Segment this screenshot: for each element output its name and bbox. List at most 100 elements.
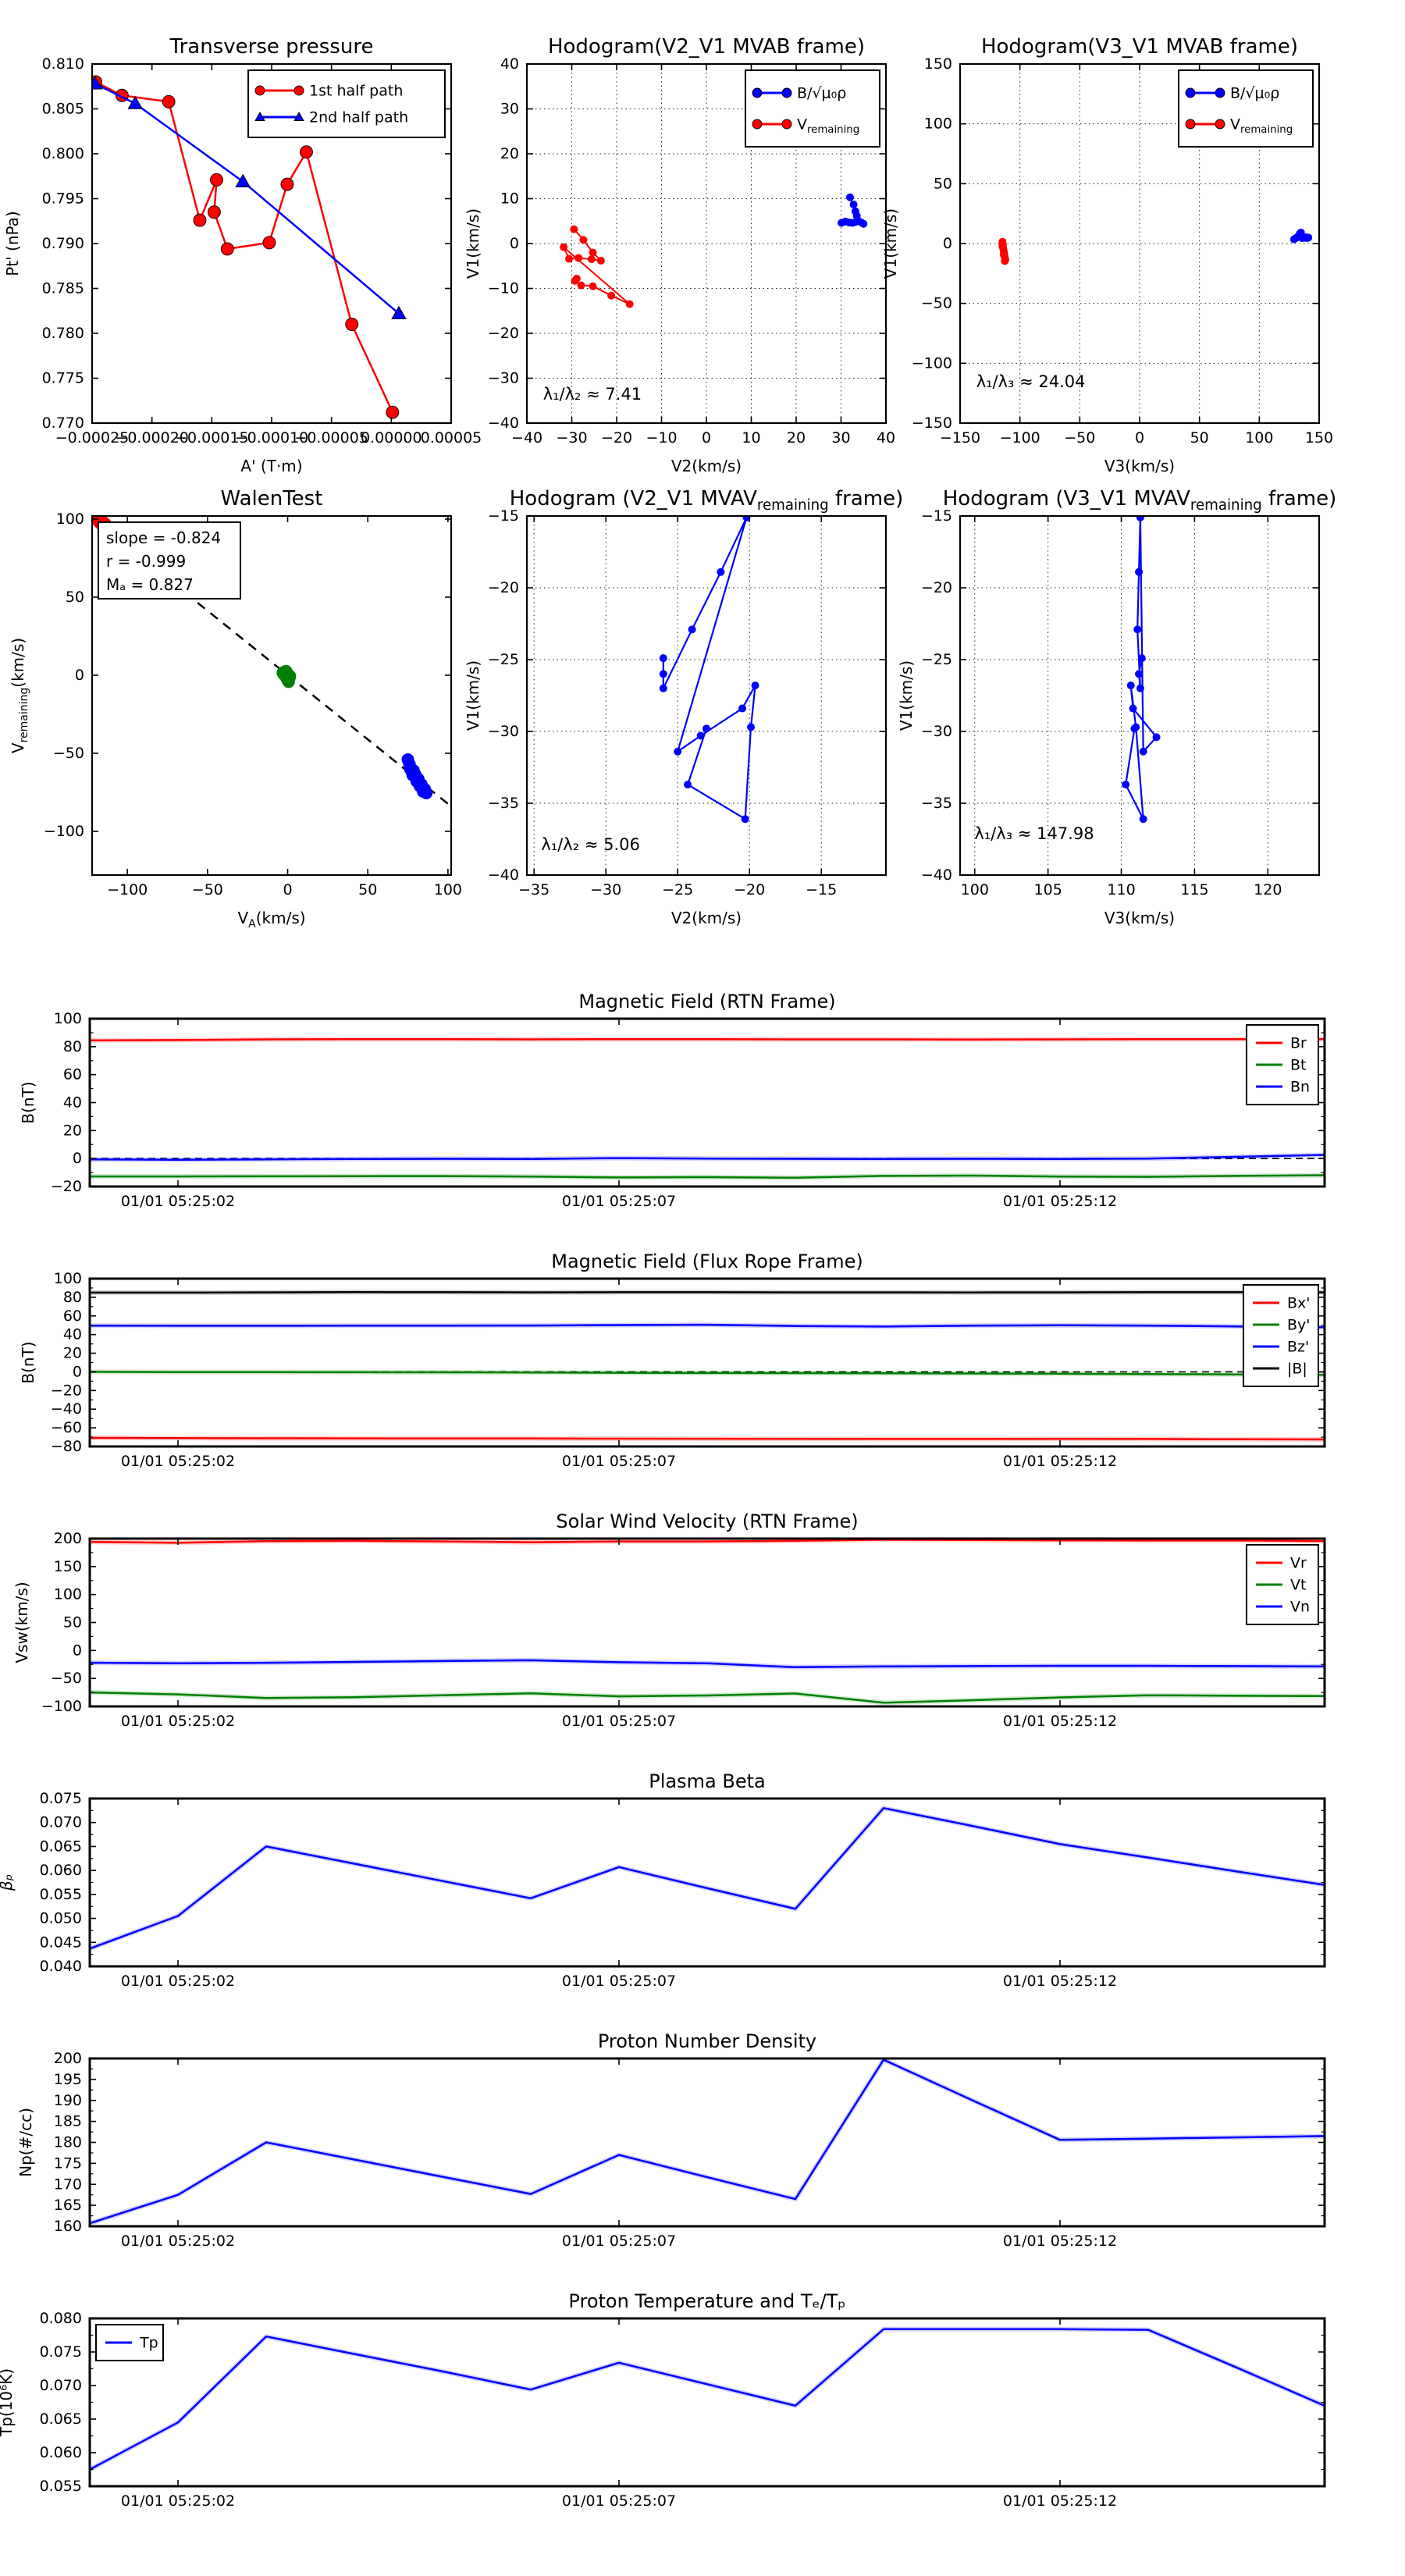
ticks: 01/01 05:25:02 01/01 05:25:07 01/01 05:25:…: [54, 2050, 1325, 2250]
plot-plasma-beta: 01/01 05:25:02 01/01 05:25:07 01/01 05:25:…: [0, 1770, 1326, 1990]
series-group: [998, 228, 1313, 265]
y-tick-label: 0: [73, 1363, 82, 1380]
x-axis-label: V3(km/s): [1104, 909, 1175, 927]
marker-circle: [781, 87, 792, 98]
x-tick-label: −15: [806, 881, 837, 898]
y-tick-label: −25: [921, 651, 952, 668]
marker-circle: [751, 681, 759, 690]
marker-circle: [1139, 815, 1147, 824]
y-tick-label: −40: [51, 1400, 82, 1418]
series-group: [90, 1539, 1325, 1706]
ticks: 01/01 05:25:02 01/01 05:25:07 01/01 05:25:…: [51, 1010, 1325, 1210]
x-tick-label: 01/01 05:25:02: [121, 1193, 235, 1210]
marker-circle: [1185, 119, 1196, 130]
y-axis-label: Pt' (nPa): [3, 211, 22, 276]
marker-circle: [1185, 87, 1196, 98]
x-tick-label: −0.00020: [115, 429, 189, 447]
y-tick-label: 195: [54, 2071, 82, 2088]
series-Tp: [90, 2326, 1325, 2472]
y-tick-label: −25: [488, 651, 519, 668]
plot-proton-number-density: 01/01 05:25:02 01/01 05:25:07 01/01 05:25:…: [16, 2030, 1326, 2250]
legend-label: B/√μ₀ρ: [1230, 85, 1279, 102]
series-group: [90, 1290, 1325, 1442]
x-axis-label: A' (T·m): [240, 457, 302, 475]
x-tick-label: 01/01 05:25:12: [1003, 1453, 1117, 1470]
axes-spines: [88, 1797, 1326, 1968]
marker-circle: [262, 236, 276, 250]
x-tick-label: 01/01 05:25:12: [1003, 2233, 1117, 2250]
ticks: 01/01 05:25:02 01/01 05:25:07 01/01 05:25:…: [51, 1270, 1325, 1470]
plot-transverse-pressure: −0.00025−0.00020−0.00015−0.00010−0.00005…: [3, 35, 482, 475]
x-tick-label: 120: [1254, 881, 1282, 898]
series-group: [1122, 516, 1161, 824]
legend-label: Vr: [1290, 1555, 1307, 1572]
ticks: 01/01 05:25:02 01/01 05:25:07 01/01 05:25:…: [40, 2310, 1325, 2510]
marker-circle: [752, 87, 763, 98]
series-group: [90, 2058, 1325, 2226]
y-tick-label: 0.055: [40, 1886, 82, 1903]
x-tick-label: 01/01 05:25:07: [562, 1453, 676, 1470]
plot-title: Hodogram (V3_V1 MVAVremaining frame): [943, 487, 1336, 514]
plot-mag-field-flux-rope: 01/01 05:25:02 01/01 05:25:07 01/01 05:25:…: [19, 1251, 1326, 1470]
eigenvalue-ratio-note: λ₁/λ₃ ≈ 147.98: [974, 824, 1094, 843]
axes-spines: [88, 1277, 1326, 1448]
x-tick-label: 150: [1305, 429, 1333, 447]
y-tick-label: 0: [73, 1642, 82, 1659]
marker-circle: [1136, 684, 1144, 692]
y-axis-label: Np(#/cc): [16, 2108, 35, 2177]
y-tick-label: 50: [66, 589, 84, 606]
x-tick-label: 01/01 05:25:07: [562, 2233, 676, 2250]
marker-triangle: [391, 305, 407, 319]
x-tick-label: 10: [742, 429, 760, 447]
plot-title: Transverse pressure: [169, 35, 374, 59]
series-Np: [90, 2058, 1325, 2226]
legend-label: Vn: [1290, 1599, 1310, 1616]
y-tick-label: 0.780: [42, 325, 84, 342]
legend: Br Bt Bn: [1246, 1024, 1319, 1105]
x-tick-label: −10: [646, 429, 677, 447]
marker-circle: [857, 218, 866, 226]
plot-walen-test: −100 −50 0 50 100 −100 −50 0 50 100 WalenTest VA(km…: [9, 487, 462, 930]
legend: B/√μ₀ρ Vremaining: [1178, 69, 1314, 148]
marker-circle: [207, 205, 221, 219]
marker-circle: [570, 225, 578, 233]
series-Vr: [90, 1539, 1325, 1546]
plot-title: Solar Wind Velocity (RTN Frame): [556, 1510, 858, 1532]
x-tick-label: 01/01 05:25:12: [1003, 1193, 1117, 1210]
series-center-cluster: [276, 664, 297, 688]
y-tick-label: −40: [488, 866, 519, 884]
x-tick-label: 110: [1107, 881, 1135, 898]
eigenvalue-ratio-note: λ₁/λ₂ ≈ 7.41: [543, 385, 642, 404]
axes-spines: [91, 514, 453, 877]
y-tick-label: −30: [488, 370, 519, 387]
series-second-half-path: [92, 76, 407, 319]
y-tick-label: 0: [73, 1150, 82, 1167]
x-axis-label: V3(km/s): [1104, 457, 1175, 475]
y-tick-label: 0.770: [42, 415, 84, 432]
y-tick-label: 60: [63, 1066, 82, 1083]
plot-title: Plasma Beta: [649, 1770, 765, 1792]
x-tick-label: −0.00010: [235, 429, 309, 447]
marker-circle: [1152, 733, 1161, 742]
x-tick-label: −35: [518, 881, 550, 898]
x-tick-label: 30: [831, 429, 850, 447]
y-tick-label: 0.080: [40, 2310, 82, 2327]
marker-circle: [1133, 625, 1142, 634]
y-tick-label: 20: [63, 1122, 82, 1139]
marker-circle: [300, 145, 313, 159]
plot-title: Hodogram(V2_V1 MVAB frame): [548, 35, 865, 59]
marker-circle: [579, 236, 588, 244]
y-tick-label: −20: [51, 1178, 82, 1195]
x-tick-label: 01/01 05:25:07: [562, 1973, 676, 1990]
y-tick-label: 10: [500, 190, 519, 208]
marker-circle: [688, 625, 696, 634]
ticks: 01/01 05:25:02 01/01 05:25:07 01/01 05:25:…: [41, 1530, 1325, 1730]
y-tick-label: −150: [912, 415, 952, 432]
marker-circle: [560, 243, 568, 251]
series-B-mag: [90, 1290, 1325, 1295]
plot-mag-field-rtn: 01/01 05:25:02 01/01 05:25:07 01/01 05:25:…: [19, 991, 1326, 1210]
x-axis-label: V2(km/s): [671, 909, 742, 927]
walen-stats-line: slope = -0.824: [106, 528, 221, 547]
eigenvalue-ratio-note: λ₁/λ₂ ≈ 5.06: [541, 835, 639, 854]
y-tick-label: 0.785: [42, 280, 84, 297]
